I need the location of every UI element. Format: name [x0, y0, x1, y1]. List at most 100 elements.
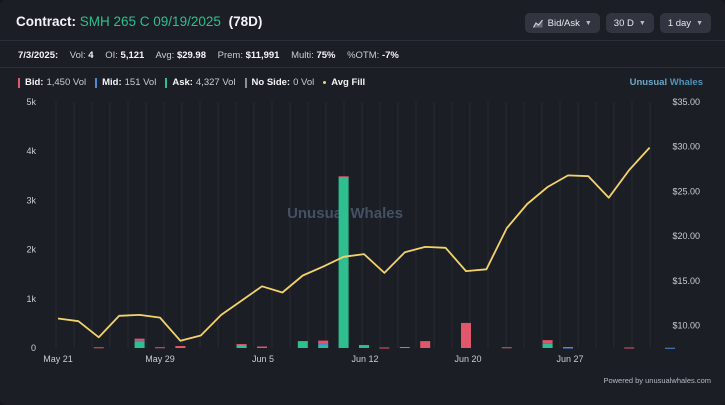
grid	[55, 102, 651, 348]
otm-value: -7%	[381, 50, 399, 61]
bid-bar	[379, 347, 390, 349]
brand-logo: Unusual Whales	[630, 77, 703, 88]
y-right-tick-label: $35.00	[672, 97, 700, 107]
y-right-tick-label: $20.00	[672, 231, 700, 241]
bid-bar	[420, 341, 431, 348]
ask-bar	[359, 345, 369, 348]
mid-bar	[665, 347, 675, 349]
y-left-tick-label: 0	[31, 343, 36, 353]
chevron-down-icon: ▼	[584, 19, 592, 27]
mid-bar	[134, 340, 145, 342]
avg-value: $29.98	[176, 50, 206, 61]
contract-symbol[interactable]: SMH 265 C 09/19/2025	[79, 14, 221, 29]
bid-bar	[257, 346, 267, 348]
x-tick-label: May 29	[145, 354, 175, 364]
avg-label: Avg:	[155, 50, 175, 61]
days-to-expiry: (78D)	[228, 14, 263, 29]
ask-bar	[297, 341, 308, 348]
x-tick-label: Jun 27	[556, 354, 583, 364]
ask-bar	[318, 345, 329, 348]
header-controls: Bid/Ask ▼ 30 D ▼ 1 day ▼	[524, 13, 711, 33]
header: Contract: SMH 265 C 09/19/2025 (78D) Bid…	[0, 0, 725, 40]
mid-value: 151 Vol	[124, 77, 157, 88]
no-side-swatch	[244, 77, 247, 88]
y-right-tick-label: $15.00	[672, 276, 700, 286]
legend: Bid: 1,450 Vol Mid: 151 Vol Ask: 4,327 V…	[18, 77, 377, 88]
multi-label: Multi:	[291, 50, 314, 61]
brand-part1: Unusual	[629, 77, 668, 88]
y-left-axis: 0 1k 2k 3k 4k 5k	[26, 97, 36, 353]
ask-swatch	[165, 77, 168, 88]
ask-bar	[399, 347, 410, 349]
bid-bar	[93, 347, 104, 349]
legend-mid[interactable]: Mid: 151 Vol	[95, 77, 156, 88]
bid-bar	[318, 340, 329, 344]
y-left-tick-label: 3k	[26, 195, 36, 205]
legend-ask[interactable]: Ask: 4,327 Vol	[165, 77, 236, 88]
x-tick-label: Jun 12	[351, 354, 378, 364]
bars	[93, 176, 675, 349]
y-left-tick-label: 1k	[26, 294, 36, 304]
mid-bar	[542, 343, 553, 345]
ask-value: 4,327 Vol	[195, 77, 236, 88]
vol-value: 4	[88, 50, 94, 61]
legend-avg-fill[interactable]: Avg Fill	[323, 77, 368, 88]
ask-bar	[236, 344, 247, 348]
divider	[0, 40, 725, 41]
no-side-value: 0 Vol	[293, 77, 315, 88]
bid-bar	[563, 347, 573, 349]
y-left-tick-label: 2k	[26, 245, 36, 255]
bid-bar	[461, 322, 471, 348]
bid-bar	[542, 340, 553, 344]
range-select-label: 30 D	[613, 17, 634, 29]
contract-label: Contract:	[16, 14, 76, 29]
y-right-tick-label: $25.00	[672, 186, 700, 196]
y-left-tick-label: 4k	[26, 146, 36, 156]
bid-value: 1,450 Vol	[46, 77, 87, 88]
prem-label: Prem:	[217, 50, 243, 61]
chart: 0 1k 2k 3k 4k 5k $10.00 $15.00 $20.00 $25.00 $30.…	[26, 97, 700, 364]
bid-bar	[134, 338, 145, 341]
multi-value: 75%	[316, 50, 336, 61]
bid-label: Bid:	[25, 77, 44, 88]
bid-swatch	[18, 77, 20, 88]
ask-bar	[542, 343, 553, 348]
vol-label: Vol:	[69, 50, 86, 61]
ask-label: Ask:	[172, 77, 193, 88]
chevron-down-icon: ▼	[638, 19, 646, 27]
ask-bar	[134, 341, 145, 348]
legend-bid[interactable]: Bid: 1,450 Vol	[18, 77, 86, 88]
stats-row: 7/3/2025: Vol: 4 OI: 5,121 Avg: $29.98 P…	[18, 50, 408, 61]
avg-fill-line	[57, 146, 651, 342]
contract-title: Contract: SMH 265 C 09/19/2025 (78D)	[16, 14, 262, 29]
bid-bar	[175, 346, 186, 348]
range-select[interactable]: 30 D ▼	[605, 13, 654, 33]
x-tick-label: Jun 20	[454, 354, 481, 364]
bid-bar	[236, 344, 247, 346]
y-left-tick-label: 5k	[26, 97, 36, 107]
mid-label: Mid:	[102, 77, 122, 88]
side-select-label: Bid/Ask	[547, 17, 580, 29]
oi-value: 5,121	[120, 50, 145, 61]
avg-fill-label: Avg Fill	[331, 77, 366, 88]
x-tick-label: May 21	[43, 354, 73, 364]
mid-swatch	[95, 77, 98, 88]
otm-label: %OTM:	[347, 50, 380, 61]
oi-label: OI:	[105, 50, 118, 61]
y-right-tick-label: $10.00	[672, 321, 700, 331]
legend-no-side[interactable]: No Side: 0 Vol	[244, 77, 315, 88]
chart-icon	[532, 19, 543, 28]
ask-bar	[338, 176, 349, 348]
bid-bar	[338, 176, 349, 178]
interval-select-label: 1 day	[667, 17, 692, 29]
x-axis: May 21 May 29 Jun 5 Jun 12 Jun 20 Jun 27	[43, 354, 583, 364]
brand-part2: Whales	[669, 77, 703, 88]
no-side-label: No Side:	[251, 77, 291, 88]
bid-bar	[624, 347, 635, 349]
stats-date: 7/3/2025:	[18, 50, 59, 61]
divider	[0, 67, 725, 68]
chevron-down-icon: ▼	[696, 19, 703, 27]
side-select[interactable]: Bid/Ask ▼	[524, 13, 600, 33]
interval-select[interactable]: 1 day ▼	[659, 13, 711, 33]
